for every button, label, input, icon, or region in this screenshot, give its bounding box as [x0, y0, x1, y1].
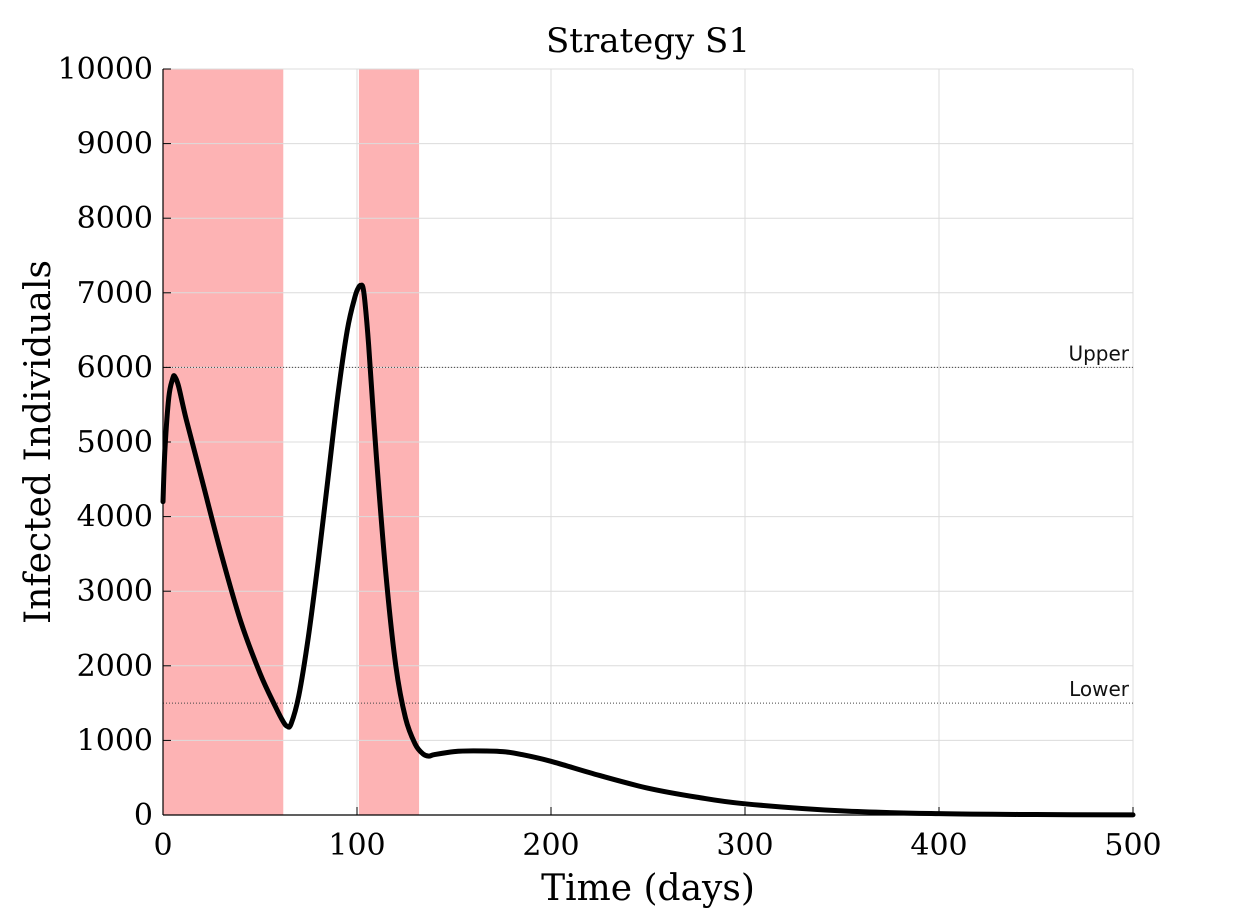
y-tick-label-2000: 2000	[77, 649, 153, 684]
x-tick-label-100: 100	[328, 828, 385, 863]
y-tick-label-0: 0	[134, 798, 153, 833]
reference-label-upper: Upper	[1068, 341, 1129, 365]
y-axis-label: Infected Individuals	[18, 260, 59, 624]
x-tick-label-500: 500	[1104, 828, 1161, 863]
reference-lines: Upper Lower	[163, 341, 1133, 704]
tick-labels: 0 100 200 300 400 500010002000300040005000600…	[58, 52, 1162, 863]
y-tick-label-9000: 9000	[77, 127, 153, 162]
y-tick-label-1000: 1000	[77, 723, 153, 758]
y-tick-label-6000: 6000	[77, 350, 153, 385]
series-layer	[160, 282, 1136, 818]
y-tick-label-3000: 3000	[77, 574, 153, 609]
series-line-1	[160, 282, 1136, 818]
x-tick-label-300: 300	[716, 828, 773, 863]
chart-title: Strategy S1	[546, 21, 750, 61]
y-tick-label-8000: 8000	[77, 201, 153, 236]
x-tick-label-200: 200	[522, 828, 579, 863]
y-tick-label-10000: 10000	[58, 52, 153, 87]
y-tick-label-4000: 4000	[77, 500, 153, 535]
grid-lines	[162, 68, 1134, 816]
x-tick-label-400: 400	[910, 828, 967, 863]
y-tick-label-5000: 5000	[77, 425, 153, 460]
axes	[162, 68, 1134, 816]
x-axis-label: Time (days)	[541, 868, 755, 909]
reference-label-lower: Lower	[1069, 677, 1130, 701]
y-tick-label-7000: 7000	[77, 276, 153, 311]
x-tick-label-0: 0	[153, 828, 172, 863]
